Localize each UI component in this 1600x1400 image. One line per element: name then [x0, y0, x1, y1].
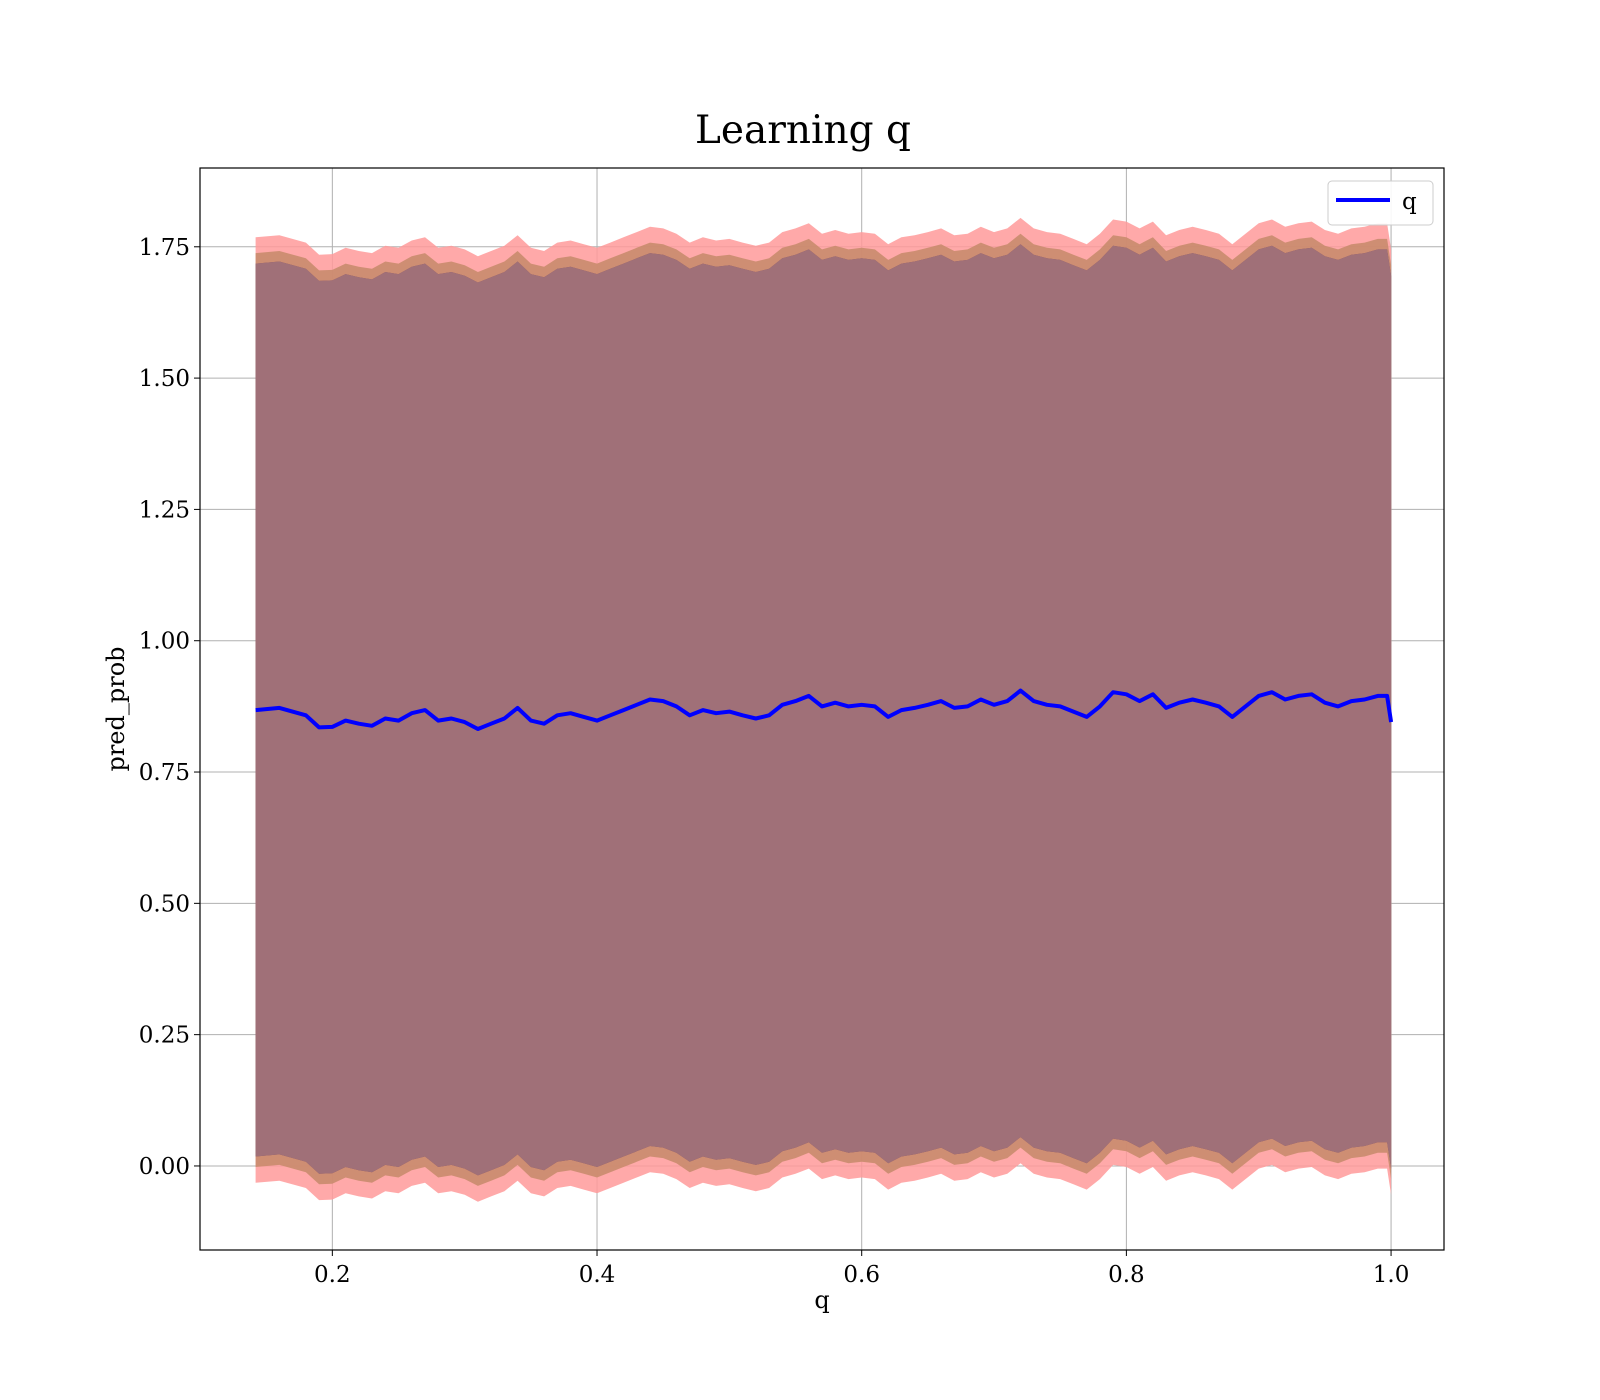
- y-tick-label: 1.25: [139, 497, 190, 523]
- band-inner-fill: [255, 244, 1392, 1176]
- y-tick-label: 0.50: [139, 891, 190, 917]
- y-axis-ticks: 0.00 0.25 0.50 0.75 1.00 1.25 1.50 1.75: [139, 235, 200, 1180]
- x-tick-label: 0.6: [843, 1262, 880, 1288]
- confidence-bands: [255, 217, 1392, 1202]
- y-tick-label: 0.75: [139, 760, 190, 786]
- series-lines: [255, 688, 1394, 731]
- x-axis-ticks: 0.2 0.4 0.6 0.8 1.0: [314, 1250, 1409, 1288]
- chart-title: Learning q: [695, 108, 911, 153]
- y-tick-label: 0.25: [139, 1023, 190, 1049]
- x-tick-label: 0.4: [579, 1262, 616, 1288]
- legend-label-q: q: [1402, 189, 1417, 215]
- legend: q: [1327, 180, 1434, 226]
- y-tick-label: 1.00: [139, 629, 190, 655]
- x-tick-label: 0.2: [314, 1262, 351, 1288]
- y-tick-label: 0.00: [139, 1154, 190, 1180]
- x-tick-label: 0.8: [1108, 1262, 1145, 1288]
- x-axis-label: q: [814, 1286, 829, 1314]
- y-tick-label: 1.50: [139, 366, 190, 392]
- x-tick-label: 1.0: [1373, 1262, 1410, 1288]
- legend-box: [1327, 180, 1434, 226]
- series-line-q: [255, 688, 1394, 731]
- y-tick-label: 1.75: [139, 235, 190, 261]
- plot-frame: [199, 167, 1445, 1251]
- y-axis-label: pred_prob: [102, 646, 130, 771]
